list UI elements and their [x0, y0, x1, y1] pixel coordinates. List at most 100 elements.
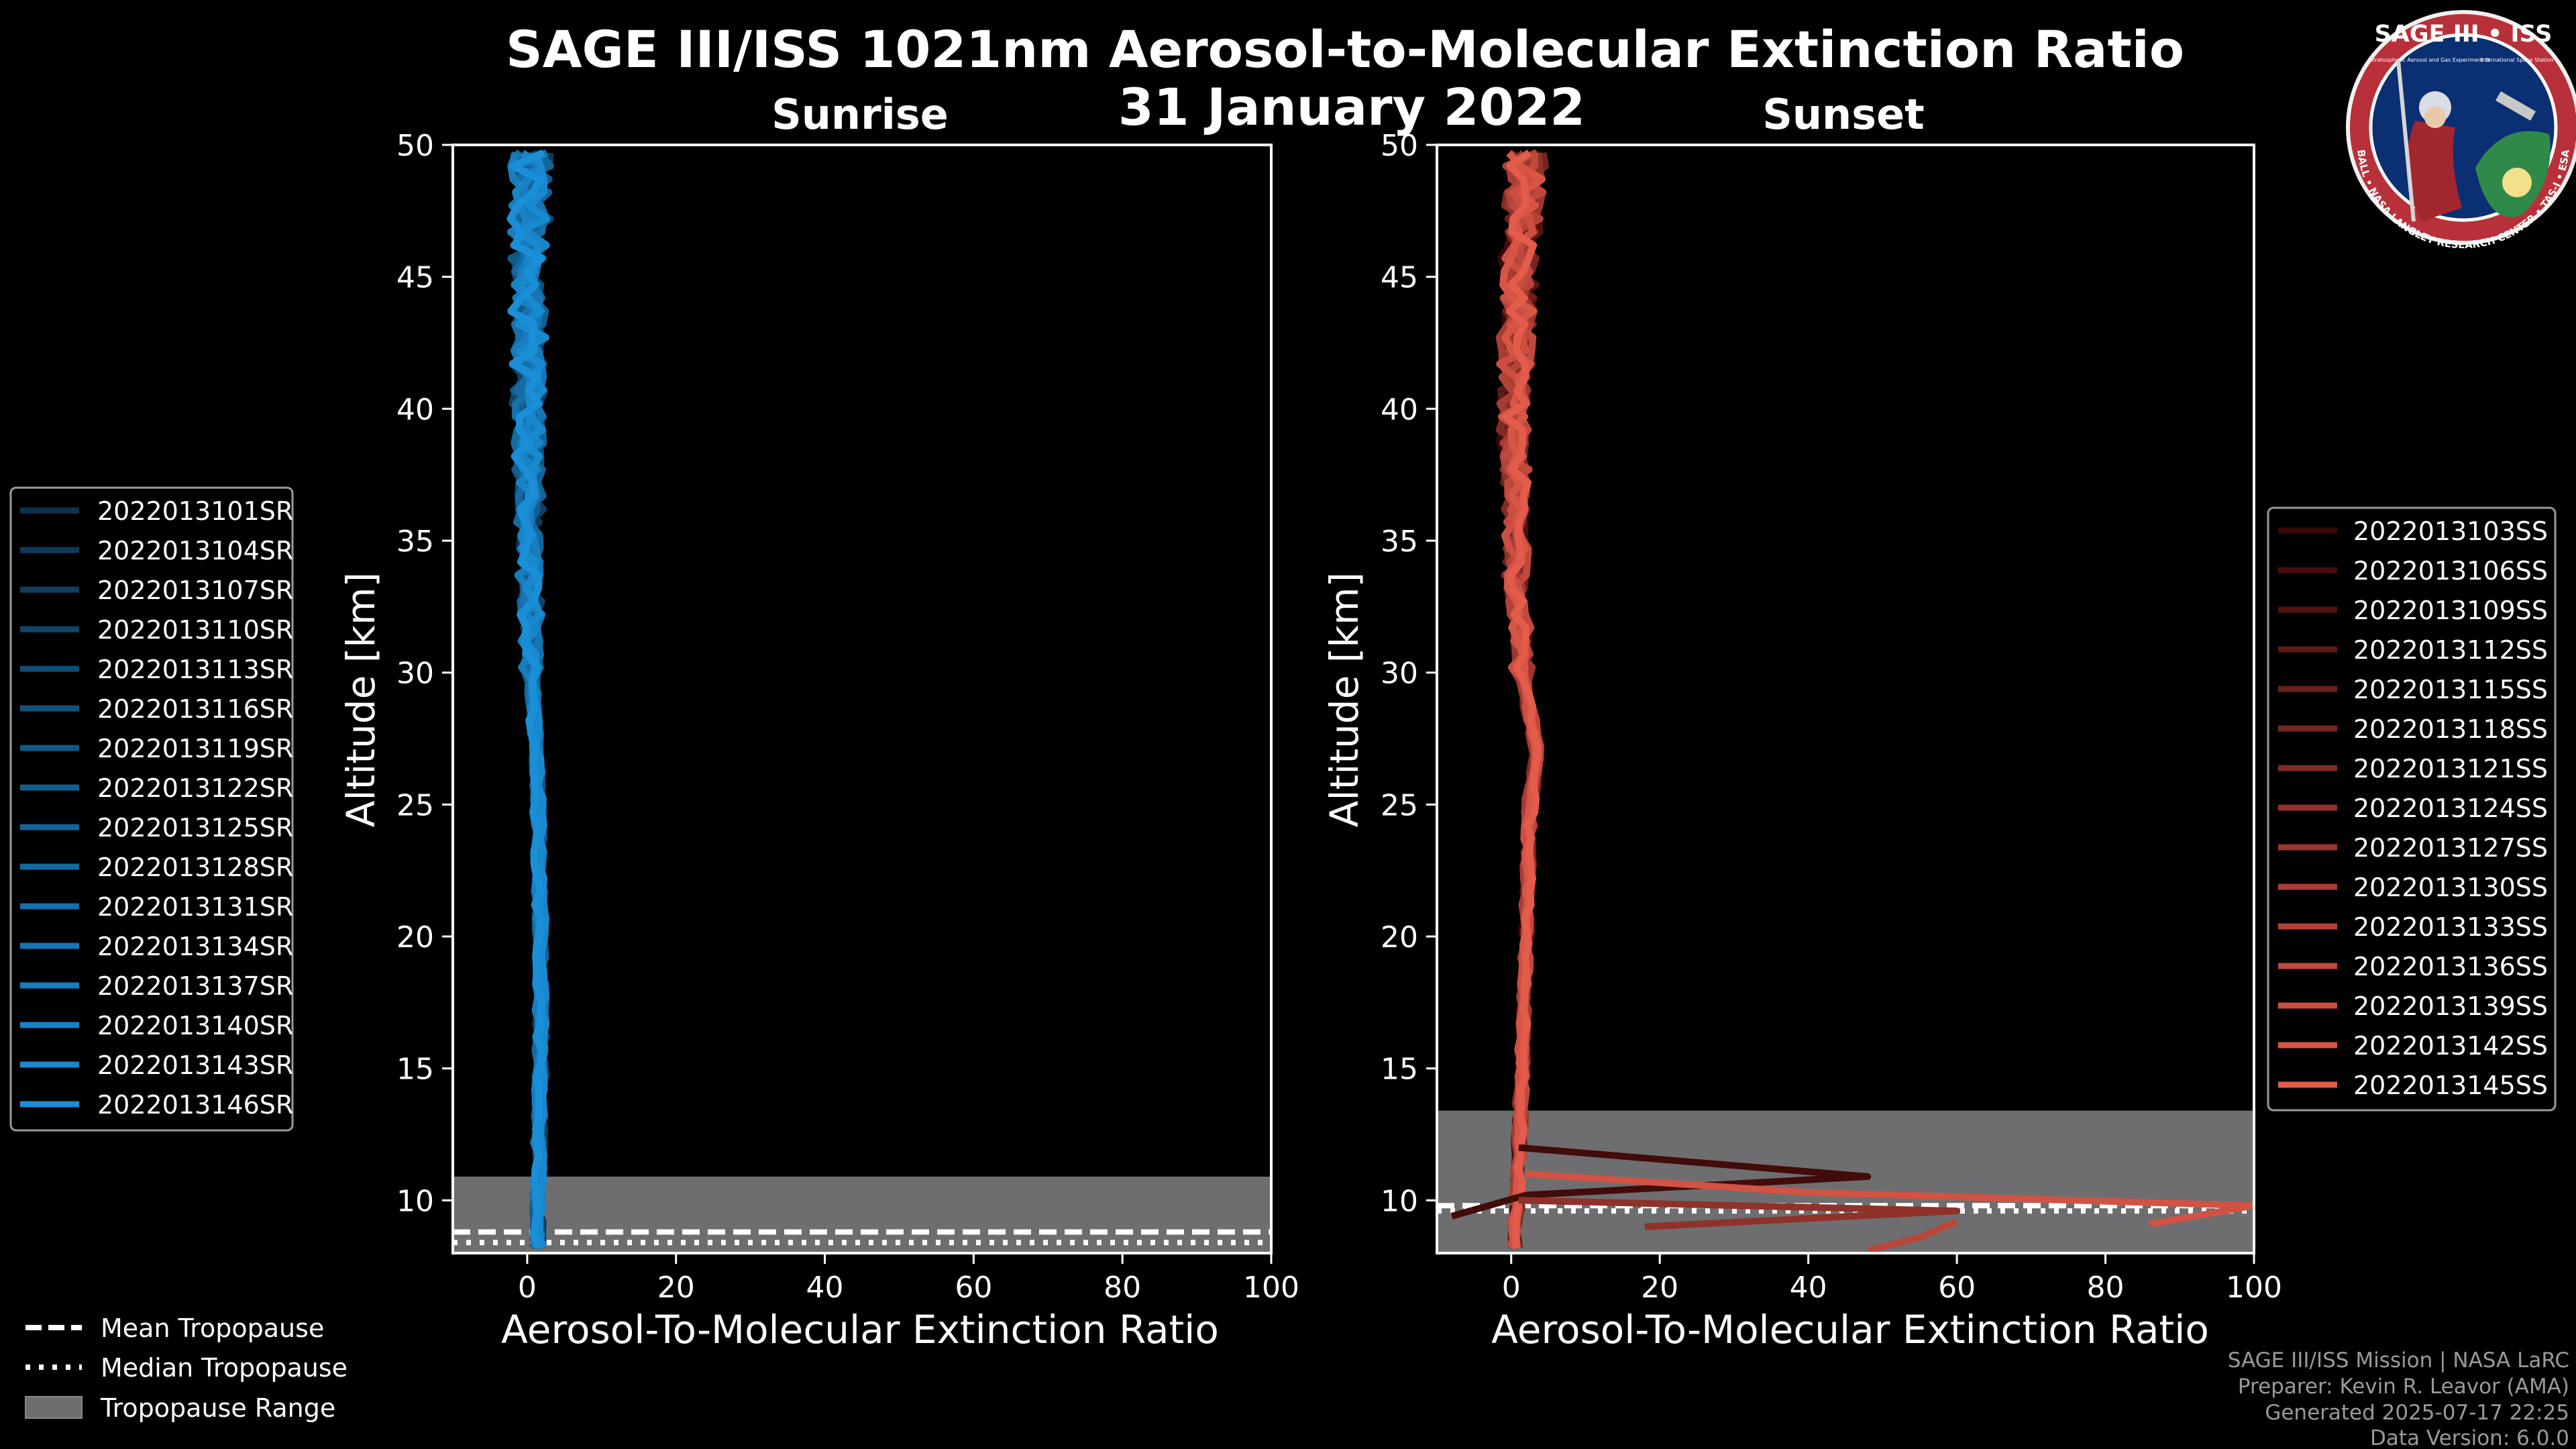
- iss-station-icon: [2496, 91, 2536, 121]
- sunrise-x-tick-label: 60: [955, 1271, 992, 1305]
- legend-label-2022013128SR: 2022013128SR: [97, 853, 293, 882]
- sunset-plot-area: 0 20 40 60 80 100 10 15 20 25 30 35 40 45 50: [1381, 129, 2282, 1305]
- median-tropopause-label: Median Tropopause: [101, 1353, 347, 1383]
- sunset-axes-frame: [1436, 144, 2255, 1254]
- credit-generated: Generated 2025-07-17 22:25: [2265, 1401, 2569, 1425]
- sunset-spike-3: [1866, 1218, 1959, 1253]
- sunrise-y-tick-label: 50: [396, 129, 434, 163]
- profile-line-2022013145SS: [1501, 150, 1542, 1248]
- legend-label-2022013136SS: 2022013136SS: [2353, 952, 2548, 981]
- sunrise-subtitle: Sunrise: [771, 90, 949, 139]
- legend-label-2022013112SS: 2022013112SS: [2353, 635, 2548, 665]
- sunrise-x-tick-label: 100: [1243, 1271, 1299, 1305]
- tropopause-range-label: Tropopause Range: [100, 1393, 335, 1423]
- chart-title: SAGE III/ISS 1021nm Aerosol-to-Molecular…: [506, 19, 2184, 79]
- sunset-subtitle: Sunset: [1762, 90, 1925, 139]
- sunset-spike-1: [1525, 1171, 2254, 1228]
- sunrise-y-tick-label: 30: [396, 657, 434, 691]
- sage-iii-iss-logo: SAGE III • ISS Stratospheric Aerosol and…: [2346, 10, 2576, 251]
- credit-data-version: Data Version: 6.0.0: [2370, 1426, 2569, 1449]
- legend-label-2022013103SS: 2022013103SS: [2353, 517, 2548, 546]
- legend-label-2022013104SR: 2022013104SR: [97, 536, 293, 566]
- legend-label-2022013131SR: 2022013131SR: [97, 892, 293, 922]
- sunset-y-tick-label: 40: [1381, 392, 1418, 427]
- legend-label-2022013127SS: 2022013127SS: [2353, 833, 2548, 863]
- legend-label-2022013122SR: 2022013122SR: [97, 773, 293, 803]
- sunrise-y-tick-label: 25: [396, 788, 434, 822]
- legend-label-2022013146SR: 2022013146SR: [97, 1090, 293, 1120]
- legend-label-2022013125SR: 2022013125SR: [97, 813, 293, 843]
- sunrise-x-tick-label: 20: [657, 1271, 695, 1305]
- sunset-legend-frame: [2267, 506, 2557, 1112]
- sunset-panel: Sunset 0 20 40 60 80 100 10 15 20 25 30 35 40 45 50 Ae…: [1322, 90, 2282, 1352]
- sunrise-y-tick-label: 35: [396, 525, 434, 559]
- sunset-y-tick-label: 20: [1381, 920, 1418, 955]
- sunrise-plot-area: 0 20 40 60 80 100 10 15 20 25 30 35 40 45 50: [396, 129, 1299, 1305]
- sunset-x-tick-label: 20: [1641, 1271, 1678, 1305]
- legend-label-2022013121SS: 2022013121SS: [2353, 754, 2548, 784]
- tropopause-legend: Mean Tropopause Median Tropopause Tropop…: [25, 1313, 347, 1423]
- sunset-legend: 2022013103SS 2022013106SS 2022013109SS 2022…: [2267, 506, 2557, 1112]
- legend-label-2022013124SS: 2022013124SS: [2353, 794, 2548, 823]
- sunset-x-tick-label: 40: [1790, 1271, 1827, 1305]
- sunset-x-tick-label: 80: [2087, 1271, 2125, 1305]
- sunrise-axes-frame: [451, 144, 1273, 1254]
- sunrise-y-tick-label: 10: [396, 1184, 434, 1218]
- legend-label-2022013101SR: 2022013101SR: [97, 496, 293, 526]
- sunset-y-tick-label: 50: [1381, 129, 1418, 163]
- credit-preparer: Preparer: Kevin R. Leavor (AMA): [2238, 1375, 2569, 1399]
- sunrise-x-axis-label: Aerosol-To-Molecular Extinction Ratio: [501, 1307, 1219, 1352]
- sunset-x-tick-label: 100: [2226, 1271, 2282, 1305]
- legend-label-2022013130SS: 2022013130SS: [2353, 873, 2548, 902]
- sunset-y-axis-label: Altitude [km]: [1322, 572, 1367, 827]
- legend-label-2022013145SS: 2022013145SS: [2353, 1071, 2548, 1100]
- legend-label-2022013113SR: 2022013113SR: [97, 655, 293, 684]
- sunset-x-tick-label: 0: [1502, 1271, 1521, 1305]
- legend-label-2022013116SR: 2022013116SR: [97, 694, 293, 724]
- sunrise-y-tick-label: 40: [396, 392, 434, 427]
- credits-block: SAGE III/ISS Mission | NASA LaRC Prepare…: [2228, 1348, 2569, 1449]
- sunrise-y-tick-label: 45: [396, 261, 434, 295]
- wizard-head-icon: [2424, 107, 2446, 128]
- wizard-staff-icon: [2396, 60, 2416, 222]
- legend-label-2022013106SS: 2022013106SS: [2353, 556, 2548, 586]
- sunrise-panel: Sunrise 0 20 40 60 80 100 10 15 20 25 30 35 40 45 50 A…: [338, 90, 1299, 1352]
- sunset-y-tick-label: 35: [1381, 525, 1418, 559]
- wizard-figure-icon: [2406, 121, 2462, 221]
- tropopause-range-swatch: [25, 1396, 83, 1419]
- sunset-y-tick-label: 25: [1381, 788, 1418, 822]
- legend-label-2022013107SR: 2022013107SR: [97, 576, 293, 605]
- sunset-y-tick-label: 15: [1381, 1053, 1418, 1087]
- legend-label-2022013109SS: 2022013109SS: [2353, 596, 2548, 625]
- legend-label-2022013119SR: 2022013119SR: [97, 734, 293, 763]
- legend-label-2022013140SR: 2022013140SR: [97, 1011, 293, 1040]
- sunrise-y-tick-label: 20: [396, 920, 434, 955]
- sunset-clipped-marks: [1437, 149, 2254, 1253]
- sunset-y-tick-label: 30: [1381, 657, 1418, 691]
- sunset-spike-2: [1518, 1197, 1961, 1230]
- sunrise-x-tick-label: 80: [1104, 1271, 1141, 1305]
- logo-title-text: SAGE III • ISS: [2375, 21, 2553, 48]
- legend-label-2022013115SS: 2022013115SS: [2353, 675, 2548, 704]
- sunset-x-axis-label: Aerosol-To-Molecular Extinction Ratio: [1491, 1307, 2209, 1352]
- sunrise-y-axis-label: Altitude [km]: [338, 572, 384, 827]
- sunrise-legend-frame: [9, 486, 294, 1132]
- legend-label-2022013110SR: 2022013110SR: [97, 615, 293, 645]
- sunrise-clipped-marks: [453, 149, 1271, 1253]
- sunset-y-tick-label: 10: [1381, 1184, 1418, 1218]
- sunset-tropopause-range: [1437, 1110, 2254, 1253]
- sun-icon: [2502, 168, 2532, 197]
- sunrise-x-tick-label: 0: [518, 1271, 537, 1305]
- sunset-x-tick-label: 60: [1938, 1271, 1976, 1305]
- legend-label-2022013139SS: 2022013139SS: [2353, 991, 2548, 1021]
- logo-small-right-text: International Space Station: [2481, 57, 2554, 63]
- legend-label-2022013118SS: 2022013118SS: [2353, 714, 2548, 744]
- sunrise-x-tick-label: 40: [806, 1271, 844, 1305]
- legend-label-2022013133SS: 2022013133SS: [2353, 912, 2548, 942]
- legend-label-2022013137SR: 2022013137SR: [97, 971, 293, 1001]
- chart-date: 31 January 2022: [1118, 77, 1585, 137]
- legend-label-2022013134SR: 2022013134SR: [97, 932, 293, 961]
- sunrise-y-tick-label: 15: [396, 1053, 434, 1087]
- legend-label-2022013142SS: 2022013142SS: [2353, 1031, 2548, 1061]
